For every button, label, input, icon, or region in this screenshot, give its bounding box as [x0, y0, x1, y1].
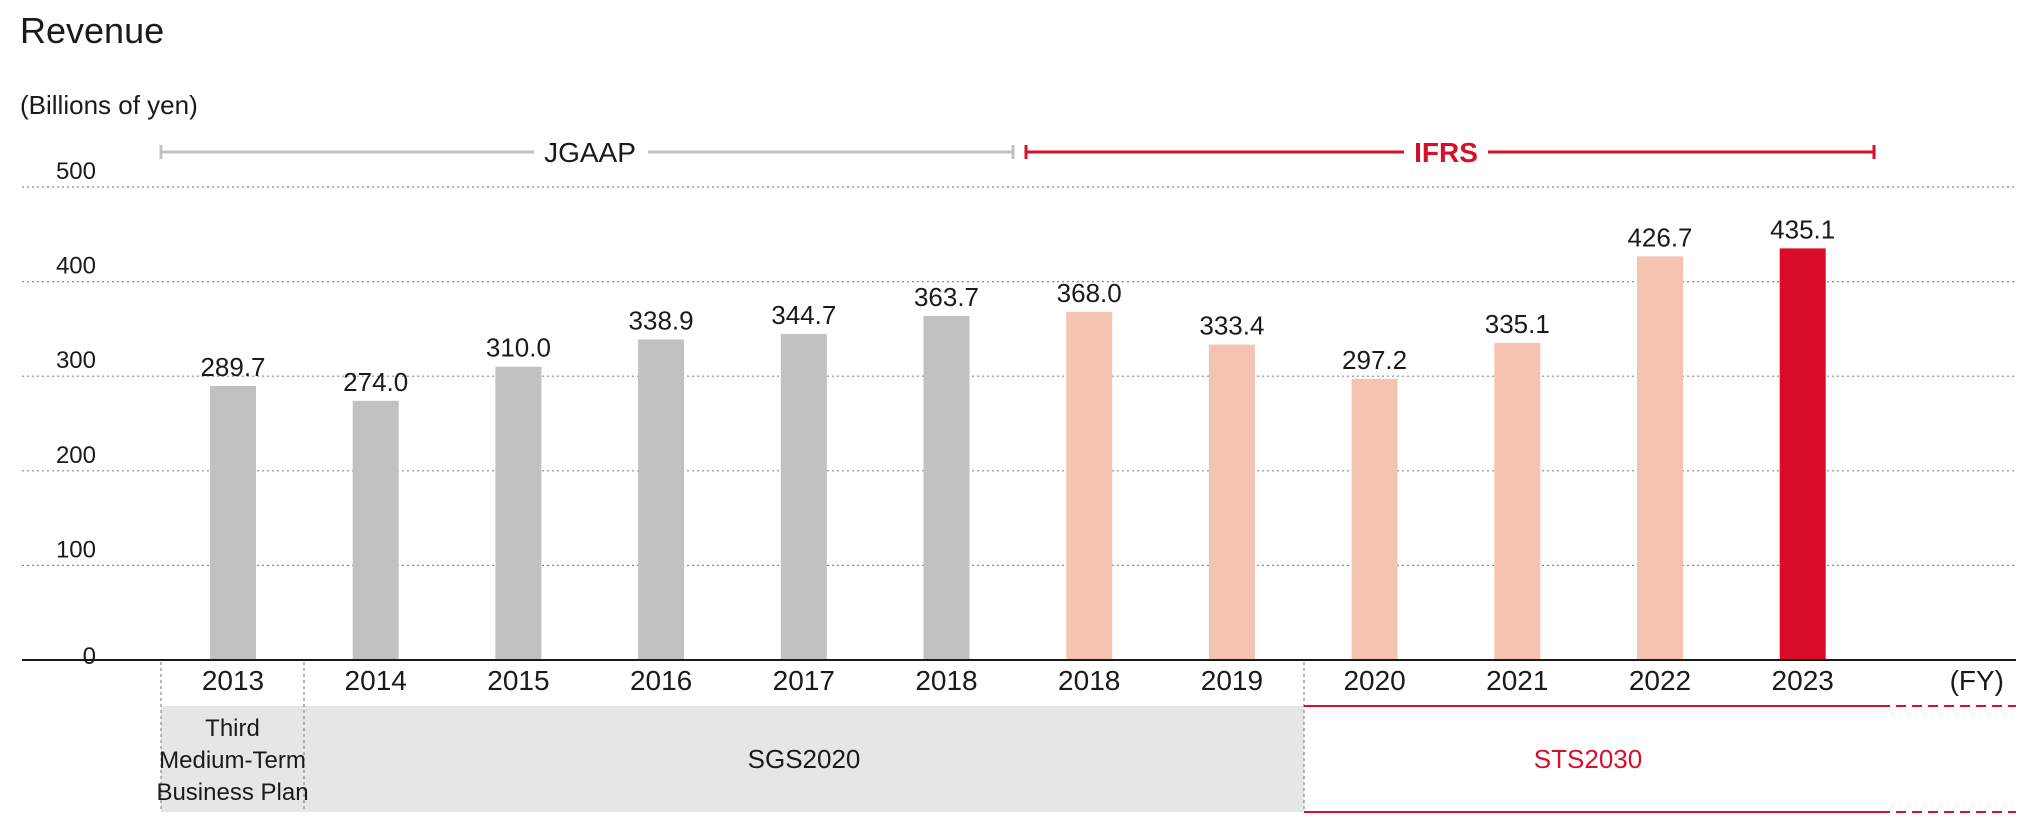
category-label: 2020: [1343, 665, 1405, 696]
plan-label-sts2030: STS2030: [1534, 744, 1642, 774]
bar: [1637, 256, 1683, 660]
bar: [1494, 342, 1541, 660]
y-tick-label: 200: [56, 442, 96, 469]
unit-label: (Billions of yen): [20, 90, 198, 120]
value-label: 297.2: [1342, 345, 1407, 375]
plan-label-sgs2020: SGS2020: [748, 744, 861, 774]
category-label: 2023: [1772, 665, 1834, 696]
y-tick-label: 500: [56, 158, 96, 185]
category-label: 2013: [202, 665, 264, 696]
category-label: 2018: [915, 665, 977, 696]
bar: [638, 339, 685, 660]
plan-label-line: Third: [205, 715, 260, 742]
value-label: 435.1: [1770, 214, 1835, 244]
y-tick-label: 300: [56, 347, 96, 374]
value-label: 289.7: [200, 352, 265, 382]
value-label: 426.7: [1627, 222, 1692, 252]
plan-band-gray: [161, 706, 1304, 812]
value-label: 274.0: [343, 367, 408, 397]
ifrs-label: IFRS: [1414, 137, 1478, 168]
y-tick-label: 0: [83, 643, 96, 670]
value-label: 310.0: [486, 333, 551, 363]
y-tick-label: 100: [56, 536, 96, 563]
bar: [1351, 378, 1398, 660]
category-label: 2019: [1201, 665, 1263, 696]
x-axis-unit: (FY): [1950, 665, 2004, 696]
category-label: 2017: [773, 665, 835, 696]
value-label: 344.7: [771, 300, 836, 330]
plan-label-third-mtbp: Third Medium-Term Business Plan: [156, 715, 308, 806]
plan-label-line: Medium-Term: [159, 747, 306, 774]
plan-label-line: Business Plan: [156, 779, 308, 806]
value-label: 368.0: [1057, 278, 1122, 308]
bar: [495, 366, 542, 660]
category-label: 2014: [345, 665, 407, 696]
bar: [1779, 248, 1826, 661]
bar: [923, 315, 970, 660]
category-label: 2021: [1486, 665, 1548, 696]
jgaap-label: JGAAP: [544, 137, 636, 168]
value-label: 363.7: [914, 282, 979, 312]
y-tick-label: 400: [56, 253, 96, 280]
value-label: 338.9: [629, 305, 694, 335]
category-label: 2018: [1058, 665, 1120, 696]
chart-title: Revenue: [20, 10, 165, 51]
bar: [780, 333, 827, 660]
value-label: 335.1: [1485, 309, 1550, 339]
bar: [352, 400, 399, 660]
category-label: 2022: [1629, 665, 1691, 696]
category-label: 2016: [630, 665, 692, 696]
bar: [1066, 311, 1113, 660]
bar: [1208, 344, 1255, 660]
category-label: 2015: [487, 665, 549, 696]
value-label: 333.4: [1199, 311, 1264, 341]
bar: [210, 385, 256, 660]
